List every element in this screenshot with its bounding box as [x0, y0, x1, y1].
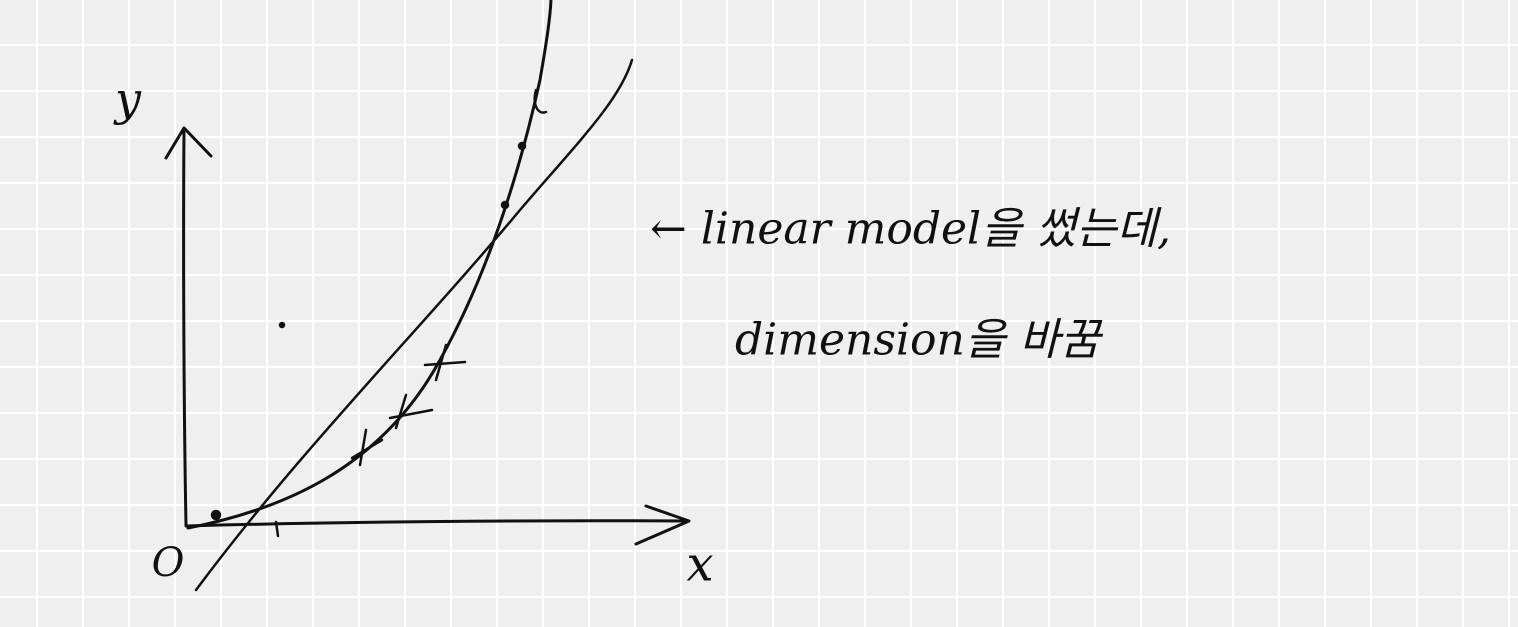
y-axis-arrowhead	[164, 126, 213, 160]
origin-label: O	[152, 540, 185, 586]
annotation-line: ← linear model을 썼는데,	[650, 204, 1171, 255]
y-axis	[182, 128, 188, 527]
dot	[500, 200, 510, 210]
linear-fit-line	[194, 58, 634, 592]
cross-mark	[388, 393, 434, 430]
x-axis-arrowhead	[634, 504, 691, 546]
dot	[210, 509, 222, 521]
annotation-line: dimension을 바꿈	[735, 315, 1104, 366]
dot	[278, 321, 286, 329]
cross-mark	[423, 343, 467, 382]
mark	[533, 88, 548, 114]
data-points	[210, 88, 548, 538]
tick	[274, 520, 280, 538]
x-axis-label: x	[686, 537, 713, 593]
curve	[186, 0, 553, 530]
cross-mark	[350, 428, 384, 467]
dot	[517, 141, 527, 151]
y-axis-label: y	[113, 72, 142, 126]
